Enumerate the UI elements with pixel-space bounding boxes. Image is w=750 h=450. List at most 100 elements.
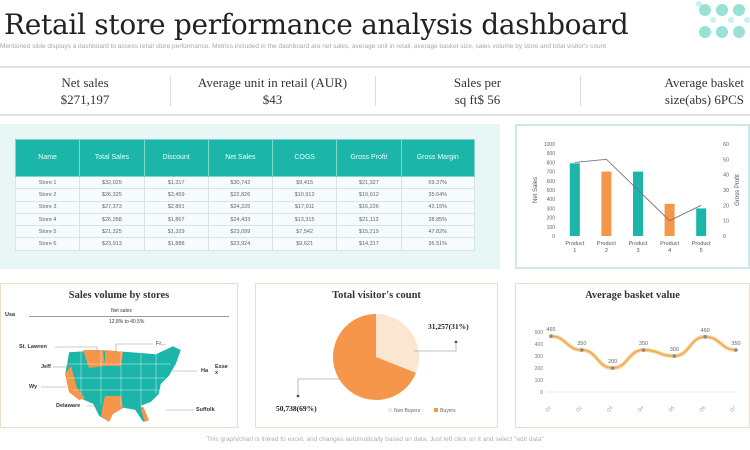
table-cell: $9,621 <box>271 237 338 251</box>
column-header: Discount <box>143 139 209 177</box>
data-point <box>672 354 677 358</box>
legend-swatch <box>388 408 392 412</box>
table-cell: $7,542 <box>271 225 338 239</box>
map-label-essex: Esse x <box>215 364 228 376</box>
y-tick: 800 <box>547 160 556 166</box>
table-cell: $24,433 <box>207 212 274 227</box>
basket-value-panel: Average basket value 0 100 200 300 400 500 465… <box>515 283 750 428</box>
table-cell: $1,329 <box>143 225 209 239</box>
table-cell: $21,327 <box>336 175 402 190</box>
table-cell: Store 5 <box>14 225 81 239</box>
product-sales-chart-panel: 0 100 200 300 400 500 600 700 800 900 1000 0 10 20 30 4… <box>515 124 750 269</box>
panel-title: Sales volume by stores <box>68 290 170 301</box>
y-tick: 500 <box>535 330 544 336</box>
x-tick: Q1 <box>544 405 552 413</box>
data-label: 350 <box>577 341 586 347</box>
table-cell: $9,415 <box>271 175 338 190</box>
x-tick: 4 <box>668 248 671 254</box>
y-tick: 300 <box>535 354 544 360</box>
data-point <box>641 348 646 352</box>
data-point <box>610 366 615 370</box>
table-header-row: Name Total Sales Discount Net Sales COGS… <box>14 139 475 177</box>
data-point <box>549 334 553 338</box>
map-label-ha: Ha <box>201 368 209 374</box>
sales-volume-map-panel: Sales volume by stores Usa Net sales 12.… <box>0 283 238 428</box>
x-tick: Product <box>660 241 679 247</box>
y-tick: 700 <box>547 170 556 176</box>
map-label-st-lawrence: St. Lawren <box>19 344 47 350</box>
x-tick: Q5 <box>667 405 675 413</box>
table-cell: $23,099 <box>207 225 274 239</box>
table-cell: Store 1 <box>14 175 81 190</box>
map-label-fr: Fr... <box>156 341 166 347</box>
y2-tick: 40 <box>723 173 729 179</box>
x-tick: Q3 <box>606 405 614 413</box>
table-cell: $26,325 <box>79 188 145 202</box>
leader-line <box>297 378 340 394</box>
store-performance-table: Name Total Sales Discount Net Sales COGS… <box>14 139 475 251</box>
y2-tick: 10 <box>723 219 729 225</box>
kpi-row: Net sales $271,197 Average unit in retai… <box>0 66 750 116</box>
x-tick: Product <box>692 241 711 247</box>
data-point <box>734 348 738 352</box>
kpi-sales-per-sqft: Sales per sq ft$ 56 <box>375 68 580 114</box>
map-label-delaware: Delaware <box>56 403 81 409</box>
x-tick: Q2 <box>575 405 583 413</box>
x-tick: Product <box>597 241 616 247</box>
bar <box>633 171 643 236</box>
y-tick: 100 <box>535 378 544 384</box>
page-title: Retail store performance analysis dashbo… <box>4 8 629 41</box>
table-cell: Store 3 <box>14 200 81 214</box>
usa-map <box>64 345 182 423</box>
kpi-basket-size: Average basket size(abs) 6PCS <box>580 68 750 114</box>
table-cell: $22,826 <box>207 188 274 202</box>
map-legend-range: 12.8% to 40.5% <box>109 319 145 325</box>
data-point <box>703 335 707 339</box>
table-cell: $26,288 <box>79 212 145 227</box>
map-legend-title: Net sales <box>111 308 132 314</box>
kpi-label: Average unit in retail (AUR) <box>197 75 348 90</box>
y-tick: 1000 <box>544 142 555 148</box>
column-header: Net Sales <box>207 139 274 177</box>
table-cell: $17,911 <box>271 200 338 214</box>
data-point <box>580 348 584 352</box>
table-cell: $32,025 <box>79 175 145 190</box>
table-cell: Store 6 <box>14 237 81 251</box>
kpi-value: sq ft$ 56 <box>454 92 501 107</box>
data-label: 460 <box>701 328 710 334</box>
leader-line <box>414 344 457 352</box>
x-tick: 2 <box>605 248 608 254</box>
basket-value-line-chart: 0 100 200 300 400 500 465 Q1 350 Q2 200 Q3 350 Q4 300 Q… <box>535 327 741 413</box>
table-row: Store 4 $26,288 $1,867 $24,433 $13,315 $21,11… <box>14 212 475 227</box>
pie-label-non-buyers: 50,738(69%) <box>276 404 317 413</box>
y2-tick: 60 <box>723 142 729 148</box>
x-tick: 3 <box>636 248 639 254</box>
table-row: Store 2 $26,325 $3,459 $22,826 $10,912 $10,91… <box>14 188 475 202</box>
net-sales-gross-profit-chart: 0 100 200 300 400 500 600 700 800 900 1000 0 10 20 30 4… <box>533 142 741 254</box>
table-cell: 47.82% <box>400 225 475 239</box>
kpi-aur: Average unit in retail (AUR) $43 <box>170 68 375 114</box>
pie-slice <box>333 314 416 400</box>
y-axis-label: Net Sales <box>533 177 539 203</box>
table-cell: 36.51% <box>400 237 475 251</box>
data-label: 300 <box>670 347 679 353</box>
y-tick: 100 <box>547 225 556 231</box>
legend-label: Buyers <box>440 408 456 414</box>
y-tick: 200 <box>535 366 544 372</box>
y-tick: 400 <box>535 342 544 348</box>
table-row: Store 6 $23,913 $1,888 $23,924 $9,621 $14,317… <box>14 237 475 251</box>
kpi-label: Average basket <box>664 75 744 90</box>
kpi-label: Net sales <box>61 75 109 90</box>
x-tick: Q7 <box>729 405 737 413</box>
x-tick: Product <box>629 241 648 247</box>
map-country-label: Usa <box>5 312 16 318</box>
table-cell: $27,373 <box>79 200 145 214</box>
x-tick: Q6 <box>698 405 706 413</box>
table-row: Store 3 $27,373 $2,891 $24,225 $17,911 $16,22… <box>14 200 475 214</box>
bar <box>664 203 675 236</box>
page-subtitle: Mentioned slide displays a dashboard to … <box>0 43 607 50</box>
table-cell: $2,891 <box>143 200 209 214</box>
y-tick: 400 <box>547 197 556 203</box>
table-cell: $15,219 <box>336 225 402 239</box>
data-label: 465 <box>546 327 555 333</box>
